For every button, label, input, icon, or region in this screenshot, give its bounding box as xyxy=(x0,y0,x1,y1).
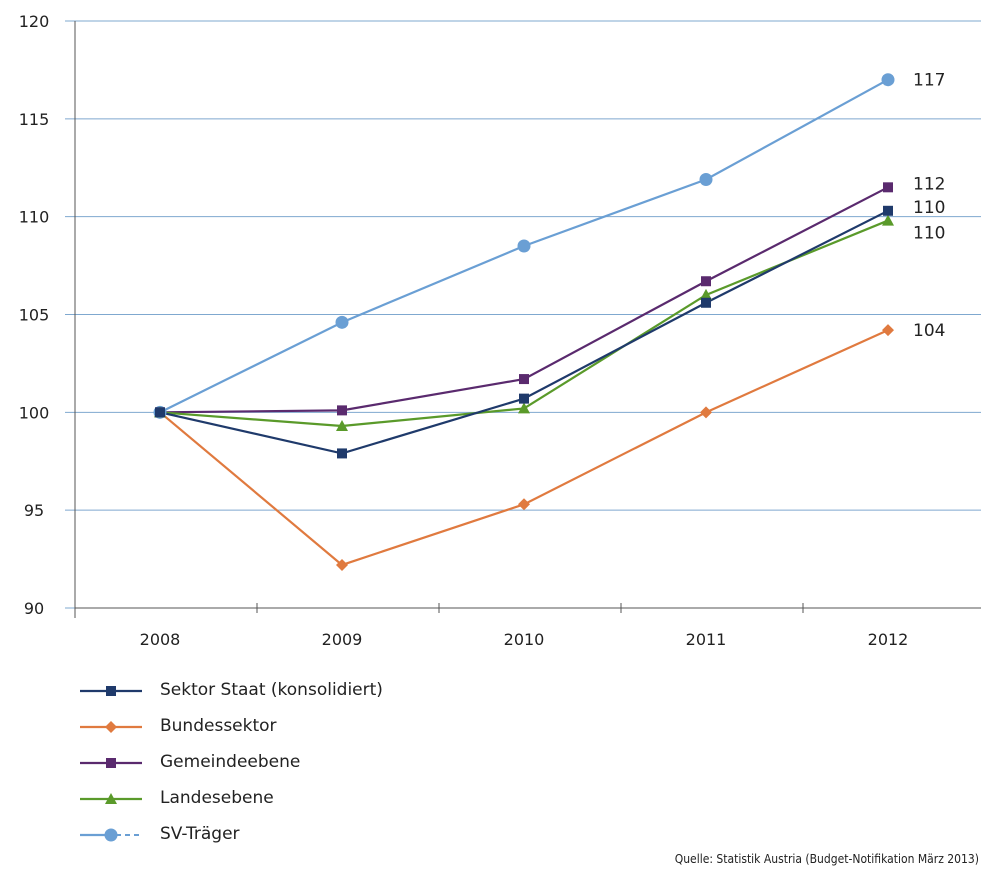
legend-marker xyxy=(106,686,116,696)
y-tick-label-110: 110 xyxy=(19,208,50,227)
y-tick-label-100: 100 xyxy=(19,403,50,422)
y-tick-label-105: 105 xyxy=(19,306,50,325)
point-sv-träger-2011 xyxy=(699,172,713,186)
tick-labels: 90 95 100 105 110 115 120 2008 2009 2010 2011 2012 xyxy=(19,12,909,649)
x-tick-label-2011: 2011 xyxy=(686,630,727,649)
data-label-0: 110 xyxy=(913,198,945,218)
legend-swatch xyxy=(80,828,142,842)
point-bundessektor-2012 xyxy=(882,324,894,337)
legend-label: Landesebene xyxy=(160,788,274,808)
legend-marker xyxy=(105,793,117,804)
x-tick-label-2009: 2009 xyxy=(322,630,363,649)
point-sektor-staat-konsolidiert-2010 xyxy=(519,393,529,404)
point-gemeindeebene-2012 xyxy=(883,182,893,193)
point-sektor-staat-konsolidiert-2008 xyxy=(155,407,165,418)
x-tick-label-2012: 2012 xyxy=(868,630,909,649)
point-landesebene-2009 xyxy=(336,420,348,432)
y-tick-label-120: 120 xyxy=(19,12,50,31)
data-label-4: 117 xyxy=(913,71,945,91)
point-sektor-staat-konsolidiert-2012 xyxy=(883,205,893,216)
point-bundessektor-2010 xyxy=(518,498,530,511)
point-sektor-staat-konsolidiert-2011 xyxy=(701,297,711,308)
point-sv-träger-2010 xyxy=(517,239,531,253)
legend-swatch xyxy=(80,793,142,804)
point-sv-träger-2009 xyxy=(335,315,349,329)
grid-lines xyxy=(65,20,981,609)
series-line-bundessektor xyxy=(159,329,889,567)
point-sektor-staat-konsolidiert-2009 xyxy=(337,448,347,459)
y-tick-label-90: 90 xyxy=(24,599,44,618)
source-note: Quelle: Statistik Austria (Budget-Notifi… xyxy=(674,852,979,866)
data-label-1: 104 xyxy=(913,321,945,341)
series-lines xyxy=(159,78,889,567)
legend-swatch xyxy=(80,686,142,696)
point-gemeindeebene-2011 xyxy=(701,276,711,287)
series-markers xyxy=(153,73,895,571)
data-label-3: 110 xyxy=(913,224,945,244)
y-tick-label-95: 95 xyxy=(24,501,44,520)
legend-marker xyxy=(104,828,118,842)
legend-marker xyxy=(105,721,117,733)
legend-label: Gemeindeebene xyxy=(160,752,301,772)
point-sv-träger-2012 xyxy=(881,73,895,87)
point-bundessektor-2009 xyxy=(336,558,348,571)
end-labels: 110 104 112 110 117 xyxy=(913,71,945,341)
legend-label: Bundessektor xyxy=(160,716,277,736)
data-label-2: 112 xyxy=(913,174,945,194)
legend-marker xyxy=(106,758,116,768)
axes xyxy=(74,21,981,618)
legend-swatch xyxy=(80,758,142,768)
point-gemeindeebene-2009 xyxy=(337,405,347,416)
legend-label: SV-Träger xyxy=(160,824,240,844)
legend-label: Sektor Staat (konsolidiert) xyxy=(160,680,383,700)
point-gemeindeebene-2010 xyxy=(519,374,529,385)
point-landesebene-2012 xyxy=(882,214,894,226)
y-tick-label-115: 115 xyxy=(19,110,50,129)
x-tick-label-2008: 2008 xyxy=(140,630,181,649)
point-landesebene-2010 xyxy=(518,402,530,414)
point-bundessektor-2011 xyxy=(700,406,712,419)
legend-swatch xyxy=(80,721,142,733)
x-tick-label-2010: 2010 xyxy=(504,630,545,649)
point-landesebene-2011 xyxy=(700,288,712,300)
